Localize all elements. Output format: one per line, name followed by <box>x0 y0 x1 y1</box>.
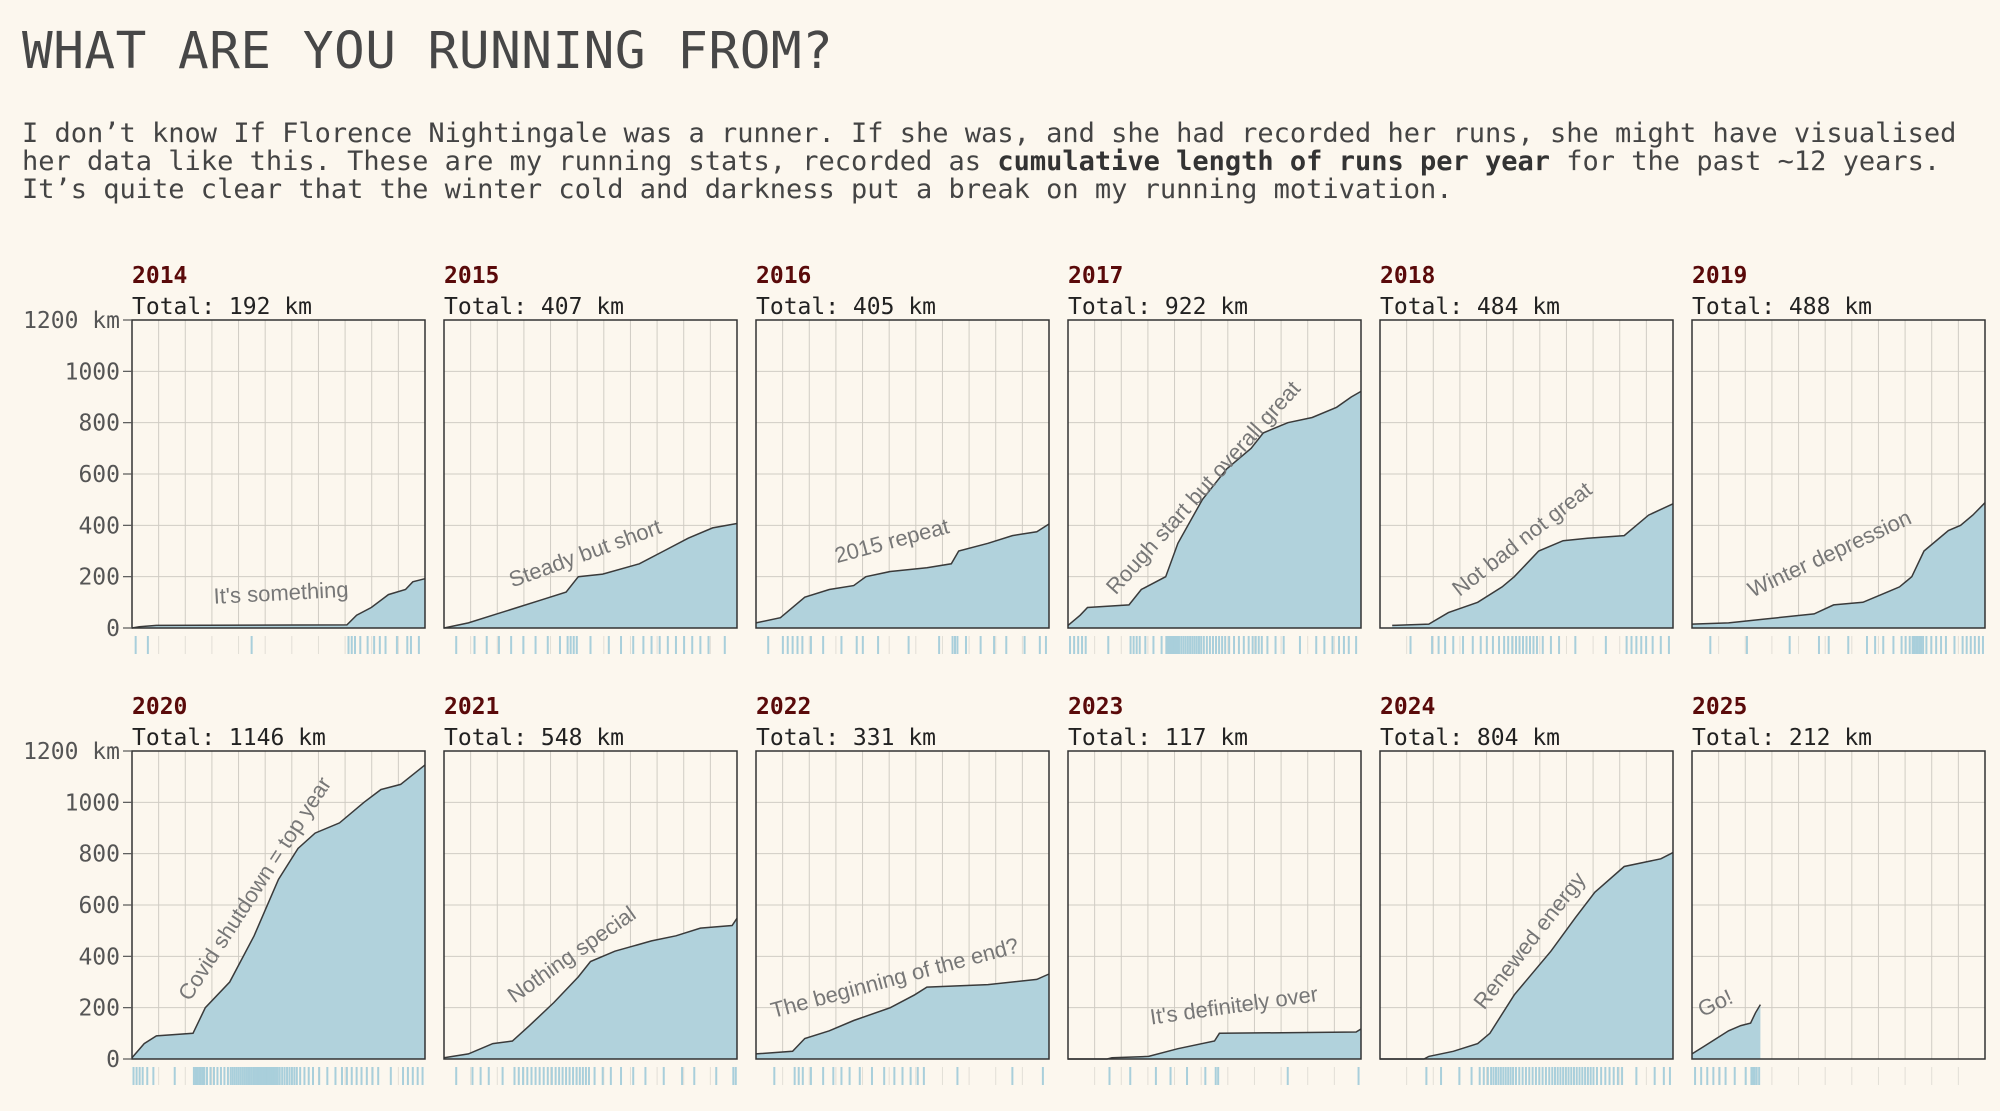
year-label: 2017 <box>1068 263 1123 289</box>
total-label: Total: 212 km <box>1692 725 1872 751</box>
year-label: 2014 <box>132 263 187 289</box>
y-tick-label: 0 <box>106 1047 120 1073</box>
cumulative-area <box>756 974 1049 1059</box>
panel-frame <box>755 319 1050 629</box>
year-label: 2025 <box>1692 694 1747 720</box>
panel-frame <box>755 750 1050 1060</box>
panel-frame <box>1379 319 1674 629</box>
description-bold: cumulative length of runs per year <box>997 146 1551 177</box>
panel-frame <box>1067 319 1362 629</box>
total-label: Total: 488 km <box>1692 294 1872 320</box>
cumulative-line <box>131 764 426 1059</box>
cumulative-line <box>443 917 738 1059</box>
cumulative-area <box>1380 852 1673 1059</box>
cumulative-line <box>1691 1004 1762 1055</box>
y-tick-label: 800 <box>78 842 120 868</box>
total-label: Total: 484 km <box>1380 294 1560 320</box>
cumulative-area <box>1068 1029 1361 1059</box>
cumulative-line <box>131 577 426 629</box>
year-label: 2015 <box>444 263 499 289</box>
year-label: 2019 <box>1692 263 1747 289</box>
y-tick-label: 1200 km <box>23 739 120 765</box>
total-label: Total: 804 km <box>1380 725 1560 751</box>
cumulative-line <box>1380 851 1674 1060</box>
year-label: 2018 <box>1380 263 1435 289</box>
total-label: Total: 1146 km <box>132 725 326 751</box>
cumulative-area <box>1068 391 1361 628</box>
description-text: I don’t know If Florence Nightingale was… <box>22 118 1957 177</box>
cumulative-line <box>1392 503 1674 627</box>
description-text-end: for the past ~12 years. It’s quite clear… <box>22 146 1941 205</box>
cumulative-area <box>132 764 425 1059</box>
y-tick-label: 400 <box>78 944 120 970</box>
y-tick-label: 200 <box>78 565 120 591</box>
y-tick-label: 400 <box>78 513 120 539</box>
total-label: Total: 405 km <box>756 294 936 320</box>
y-tick-label: 200 <box>78 996 120 1022</box>
year-label: 2020 <box>132 694 187 720</box>
cumulative-line <box>443 522 738 629</box>
total-label: Total: 548 km <box>444 725 624 751</box>
year-label: 2016 <box>756 263 811 289</box>
page-title: WHAT ARE YOU RUNNING FROM? <box>22 22 834 81</box>
page-description: I don’t know If Florence Nightingale was… <box>22 120 1987 204</box>
year-label: 2021 <box>444 694 499 720</box>
cumulative-line <box>1691 502 1986 625</box>
cumulative-area <box>132 578 425 628</box>
cumulative-line <box>1067 390 1362 626</box>
cumulative-line <box>755 523 1050 624</box>
total-label: Total: 192 km <box>132 294 312 320</box>
y-tick-label: 1000 <box>65 359 120 385</box>
panel-frame <box>443 319 738 629</box>
total-label: Total: 117 km <box>1068 725 1248 751</box>
total-label: Total: 407 km <box>444 294 624 320</box>
panel-frame <box>1691 319 1986 629</box>
cumulative-area <box>1692 502 1985 628</box>
panel-frame <box>1379 750 1674 1060</box>
year-label: 2022 <box>756 694 811 720</box>
panel-frame <box>1691 750 1986 1060</box>
cumulative-area <box>1692 1004 1761 1059</box>
cumulative-area <box>444 918 737 1059</box>
year-label: 2023 <box>1068 694 1123 720</box>
y-tick-label: 800 <box>78 411 120 437</box>
year-label: 2024 <box>1380 694 1435 720</box>
y-tick-label: 600 <box>78 462 120 488</box>
panel-frame <box>1067 750 1362 1060</box>
total-label: Total: 922 km <box>1068 294 1248 320</box>
cumulative-area <box>1392 503 1673 628</box>
total-label: Total: 331 km <box>756 725 936 751</box>
y-tick-label: 1200 km <box>23 308 120 334</box>
cumulative-area <box>756 524 1049 628</box>
y-tick-label: 600 <box>78 893 120 919</box>
cumulative-line <box>755 973 1050 1055</box>
y-tick-label: 0 <box>106 616 120 642</box>
y-tick-label: 1000 <box>65 790 120 816</box>
panel-frame <box>443 750 738 1060</box>
